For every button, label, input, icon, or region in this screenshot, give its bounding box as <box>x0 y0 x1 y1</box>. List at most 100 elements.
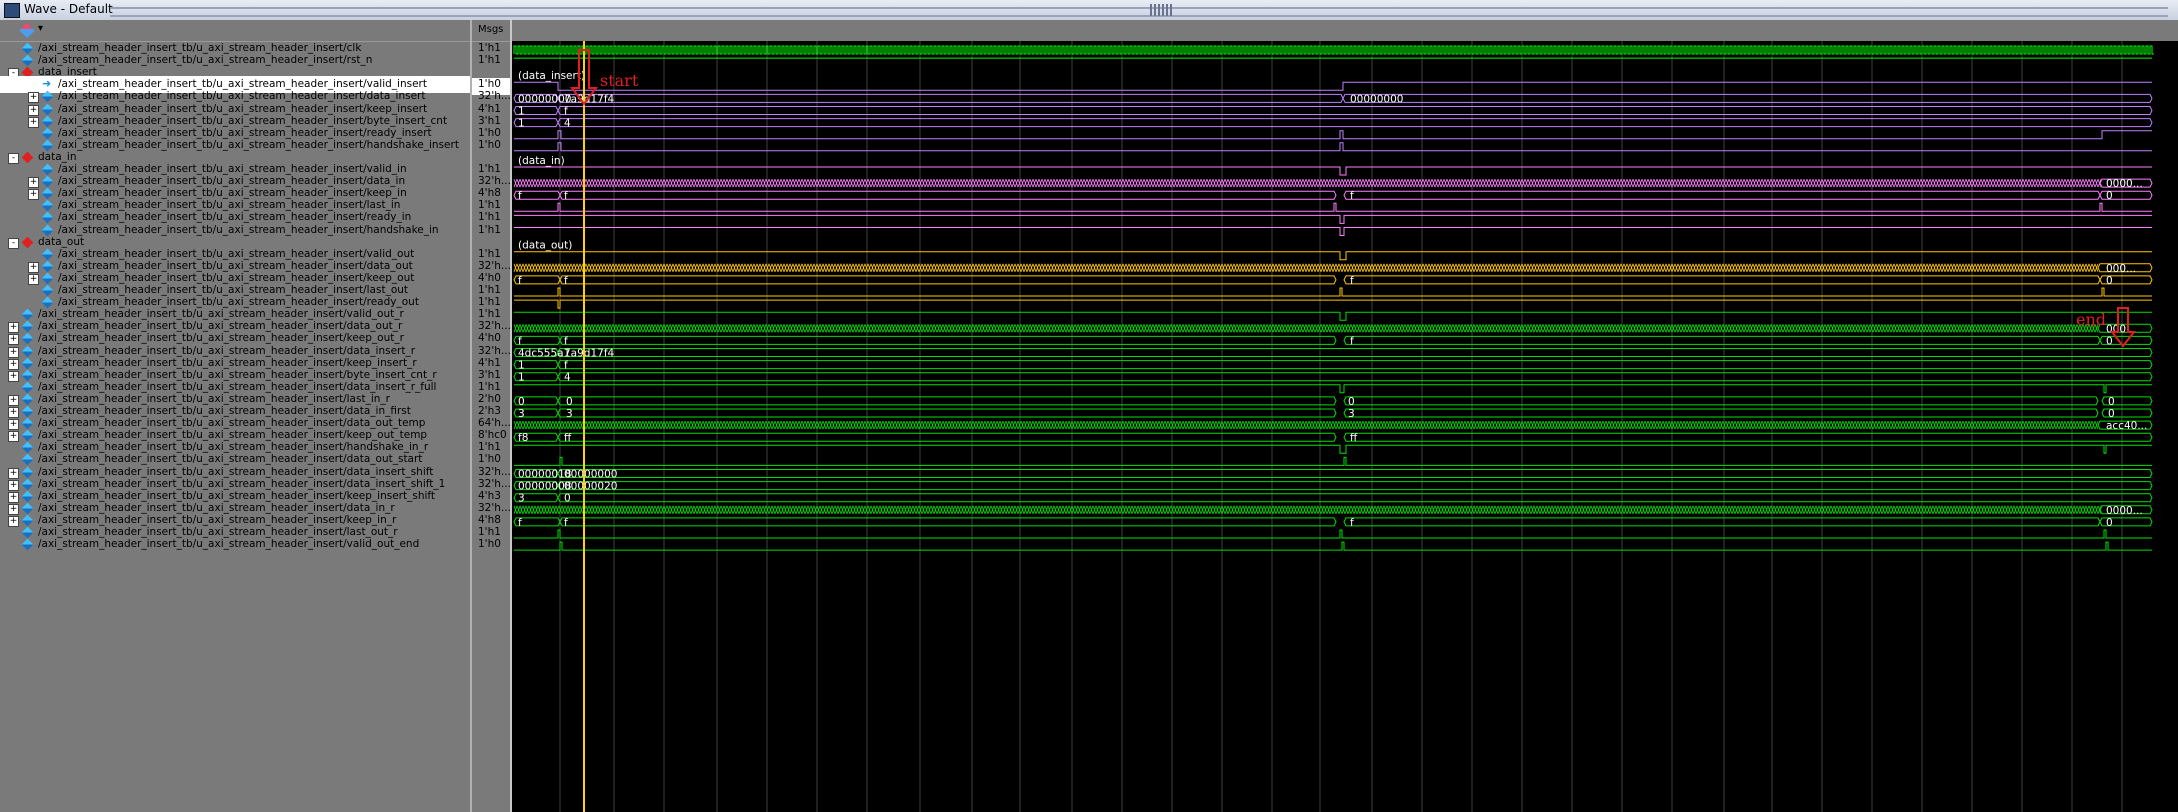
expand-icon[interactable]: + <box>28 92 39 104</box>
signal-row[interactable]: + /axi_stream_header_insert_tb/u_axi_stre… <box>0 270 470 287</box>
expand-icon[interactable]: + <box>8 515 19 527</box>
bus-value: f <box>564 360 568 372</box>
signal-row[interactable]: + /axi_stream_header_insert_tb/u_axi_stre… <box>0 343 470 360</box>
expand-icon[interactable]: + <box>8 431 19 443</box>
bit-waveform <box>514 214 2152 224</box>
group-label: (data_insert) <box>518 70 585 82</box>
bit-waveform <box>514 166 2152 176</box>
signal-names-pane[interactable]: ▾ /axi_stream_header_insert_tb/u_axi_str… <box>0 20 470 812</box>
signal-row[interactable]: + /axi_stream_header_insert_tb/u_axi_stre… <box>0 476 470 493</box>
bit-waveform <box>514 287 2152 297</box>
signal-value: 4'h0 <box>478 271 501 284</box>
signal-value: 1'h0 <box>472 78 510 96</box>
expand-icon[interactable]: + <box>28 177 39 189</box>
msgs-values-pane[interactable]: Msgs 1'h1 1'h1 1'h0 32'h... 4'h1 3'h1 1'h0 1'h0… <box>470 20 512 812</box>
expand-icon[interactable]: + <box>8 467 19 479</box>
signal-row[interactable]: + /axi_stream_header_insert_tb/u_axi_stre… <box>0 173 470 190</box>
waveform-canvas[interactable]: (data_insert)(data_in)(data_out)00000000… <box>512 20 2178 812</box>
signal-row[interactable]: /axi_stream_header_insert_tb/u_axi_strea… <box>0 246 470 263</box>
bus-value: 0 <box>2106 275 2113 287</box>
signal-row[interactable]: + /axi_stream_header_insert_tb/u_axi_stre… <box>0 258 470 275</box>
bus-value: 0 <box>518 396 525 408</box>
signal-row[interactable]: /axi_stream_header_insert_tb/u_axi_strea… <box>0 282 470 299</box>
signal-row[interactable]: /axi_stream_header_insert_tb/u_axi_strea… <box>0 524 470 541</box>
group-label: (data_out) <box>518 240 572 252</box>
signal-row[interactable]: /axi_stream_header_insert_tb/u_axi_strea… <box>0 125 470 142</box>
waveform-pane[interactable]: (data_insert) (data_in) (data_out) 00000000… <box>512 20 2178 812</box>
signal-value: 32'h... <box>478 175 511 188</box>
signal-row[interactable]: /axi_stream_header_insert_tb/u_axi_strea… <box>0 209 470 226</box>
titlebar-grip-handle[interactable] <box>1150 4 1174 16</box>
signal-row[interactable]: /axi_stream_header_insert_tb/u_axi_strea… <box>0 306 470 323</box>
signal-row[interactable]: + /axi_stream_header_insert_tb/u_axi_stre… <box>0 330 470 347</box>
signal-row[interactable]: + /axi_stream_header_insert_tb/u_axi_stre… <box>0 415 470 432</box>
wave-tools-icon[interactable] <box>19 22 35 39</box>
signal-row[interactable]: + /axi_stream_header_insert_tb/u_axi_stre… <box>0 318 470 335</box>
pane-splitter[interactable] <box>510 20 512 812</box>
signal-row[interactable]: + /axi_stream_header_insert_tb/u_axi_stre… <box>0 185 470 202</box>
signal-row[interactable]: + /axi_stream_header_insert_tb/u_axi_stre… <box>0 355 470 372</box>
window-titlebar[interactable]: Wave - Default <box>0 0 2178 21</box>
signal-name: /axi_stream_header_insert_tb/u_axi_strea… <box>38 308 404 321</box>
signal-row[interactable]: /axi_stream_header_insert_tb/u_axi_strea… <box>0 439 470 456</box>
bus-value: f <box>518 190 522 202</box>
expand-icon[interactable]: + <box>8 419 19 431</box>
signal-row[interactable]: + /axi_stream_header_insert_tb/u_axi_stre… <box>0 512 470 529</box>
signal-row[interactable]: + /axi_stream_header_insert_tb/u_axi_stre… <box>0 113 470 130</box>
expand-icon[interactable]: + <box>8 491 19 503</box>
expand-icon[interactable]: + <box>8 322 19 334</box>
expand-icon[interactable]: + <box>28 261 39 273</box>
signal-row[interactable]: + /axi_stream_header_insert_tb/u_axi_stre… <box>0 367 470 384</box>
signal-group-row[interactable]: - data_out <box>0 234 470 251</box>
signal-row[interactable]: + /axi_stream_header_insert_tb/u_axi_stre… <box>0 464 470 481</box>
expand-icon[interactable]: + <box>8 358 19 370</box>
signal-row[interactable]: + /axi_stream_header_insert_tb/u_axi_stre… <box>0 488 470 505</box>
signal-row[interactable]: + /axi_stream_header_insert_tb/u_axi_stre… <box>0 427 470 444</box>
signal-row[interactable]: /axi_stream_header_insert_tb/u_axi_strea… <box>0 536 470 553</box>
start-annotation: start <box>600 71 639 90</box>
signal-group-row[interactable]: - data_in <box>0 149 470 166</box>
expand-icon[interactable]: + <box>28 189 39 201</box>
signal-row[interactable]: ➜ /axi_stream_header_insert_tb/u_axi_stre… <box>0 76 470 94</box>
expand-icon[interactable]: + <box>8 394 19 406</box>
bus-value: f <box>564 335 568 347</box>
signal-row[interactable]: /axi_stream_header_insert_tb/u_axi_strea… <box>0 52 470 69</box>
bus-value: f <box>518 335 522 347</box>
signal-row[interactable]: + /axi_stream_header_insert_tb/u_axi_stre… <box>0 88 470 105</box>
signal-name: /axi_stream_header_insert_tb/u_axi_strea… <box>38 392 390 405</box>
expand-icon[interactable]: + <box>8 503 19 515</box>
signal-row[interactable]: /axi_stream_header_insert_tb/u_axi_strea… <box>0 197 470 214</box>
bus-segment <box>557 408 1337 418</box>
signal-row[interactable]: /axi_stream_header_insert_tb/u_axi_strea… <box>0 451 470 468</box>
bus-value: ff <box>1350 432 1358 444</box>
bus-segment <box>557 93 1344 103</box>
signal-row[interactable]: /axi_stream_header_insert_tb/u_axi_strea… <box>0 40 470 57</box>
signal-row[interactable]: /axi_stream_header_insert_tb/u_axi_strea… <box>0 161 470 178</box>
chevron-down-icon[interactable]: ▾ <box>38 23 44 34</box>
expand-icon[interactable]: + <box>8 370 19 382</box>
expand-icon[interactable]: + <box>8 334 19 346</box>
expand-icon[interactable]: + <box>8 407 19 418</box>
signal-row[interactable]: + /axi_stream_header_insert_tb/u_axi_stre… <box>0 101 470 118</box>
signal-name: /axi_stream_header_insert_tb/u_axi_strea… <box>58 102 428 115</box>
bus-segment <box>1343 432 2153 442</box>
expand-icon[interactable]: + <box>8 346 19 358</box>
signal-row[interactable]: + /axi_stream_header_insert_tb/u_axi_stre… <box>0 391 470 408</box>
expand-icon[interactable]: + <box>28 116 39 128</box>
signal-value: 1'h0 <box>478 126 501 139</box>
signal-row[interactable]: /axi_stream_header_insert_tb/u_axi_strea… <box>0 379 470 396</box>
signal-row[interactable]: /axi_stream_header_insert_tb/u_axi_strea… <box>0 222 470 239</box>
signal-row[interactable]: + /axi_stream_header_insert_tb/u_axi_stre… <box>0 403 470 420</box>
signal-row[interactable]: + /axi_stream_header_insert_tb/u_axi_stre… <box>0 500 470 517</box>
bus-value: 1 <box>518 372 525 384</box>
collapse-icon[interactable]: - <box>8 152 19 164</box>
titlebar-grip[interactable] <box>110 7 2168 17</box>
signal-row[interactable]: /axi_stream_header_insert_tb/u_axi_strea… <box>0 294 470 311</box>
bus-activity <box>513 324 2099 333</box>
bus-segment <box>559 275 1337 285</box>
expand-icon[interactable]: + <box>28 273 39 285</box>
expand-icon[interactable]: + <box>8 479 19 491</box>
expand-icon[interactable]: + <box>28 104 39 116</box>
signal-row[interactable]: /axi_stream_header_insert_tb/u_axi_strea… <box>0 137 470 154</box>
collapse-icon[interactable]: - <box>8 237 19 249</box>
